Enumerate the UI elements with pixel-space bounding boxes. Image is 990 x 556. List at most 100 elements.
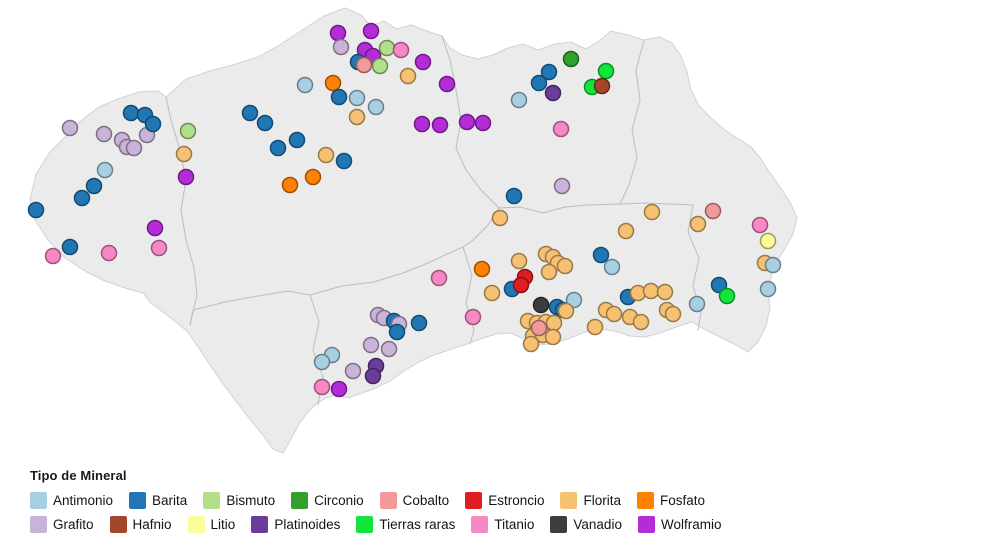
legend-item-estroncio[interactable]: Estroncio xyxy=(465,492,544,509)
mineral-dot-platinoides[interactable] xyxy=(364,367,382,385)
mineral-dot-antimonio[interactable] xyxy=(96,161,114,179)
mineral-dot-florita[interactable] xyxy=(317,146,335,164)
legend-item-cobalto[interactable]: Cobalto xyxy=(379,492,449,509)
mineral-dot-barita[interactable] xyxy=(388,323,406,341)
mineral-dot-wolframio[interactable] xyxy=(438,75,456,93)
mineral-dot-antimonio[interactable] xyxy=(367,98,385,116)
mineral-dot-titanio[interactable] xyxy=(100,244,118,262)
mineral-dot-wolframio[interactable] xyxy=(177,168,195,186)
legend-item-bismuto[interactable]: Bismuto xyxy=(203,492,275,509)
mineral-dot-antimonio[interactable] xyxy=(348,89,366,107)
mineral-dot-wolframio[interactable] xyxy=(413,115,431,133)
legend-item-florita[interactable]: Florita xyxy=(560,492,621,509)
legend-item-barita[interactable]: Barita xyxy=(129,492,187,509)
mineral-dot-grafito[interactable] xyxy=(332,38,350,56)
legend-item-antimonio[interactable]: Antimonio xyxy=(30,492,113,509)
mineral-dot-grafito[interactable] xyxy=(362,336,380,354)
legend-item-platinoides[interactable]: Platinoides xyxy=(251,516,340,533)
mineral-dot-barita[interactable] xyxy=(122,104,140,122)
mineral-dot-titanio[interactable] xyxy=(150,239,168,257)
mineral-dot-grafito[interactable] xyxy=(553,177,571,195)
legend-item-litio[interactable]: Litio xyxy=(187,516,235,533)
mineral-dot-wolframio[interactable] xyxy=(431,116,449,134)
mineral-dot-titanio[interactable] xyxy=(392,41,410,59)
legend-item-tierras-raras[interactable]: Tierras raras xyxy=(356,516,455,533)
mineral-dot-titanio[interactable] xyxy=(552,120,570,138)
mineral-dot-fosfato[interactable] xyxy=(304,168,322,186)
mineral-dot-wolframio[interactable] xyxy=(330,380,348,398)
mineral-dot-titanio[interactable] xyxy=(44,247,62,265)
mineral-dot-tierras-raras[interactable] xyxy=(718,287,736,305)
mineral-dot-hafnio[interactable] xyxy=(593,77,611,95)
mineral-dot-wolframio[interactable] xyxy=(329,24,347,42)
mineral-dot-barita[interactable] xyxy=(85,177,103,195)
mineral-dot-florita[interactable] xyxy=(544,328,562,346)
mineral-dot-barita[interactable] xyxy=(410,314,428,332)
mineral-dot-cobalto[interactable] xyxy=(530,319,548,337)
mineral-dot-vanadio[interactable] xyxy=(532,296,550,314)
mineral-dot-titanio[interactable] xyxy=(313,378,331,396)
mineral-dot-bismuto[interactable] xyxy=(179,122,197,140)
mineral-dot-barita[interactable] xyxy=(505,187,523,205)
mineral-dot-tierras-raras[interactable] xyxy=(597,62,615,80)
mineral-dot-wolframio[interactable] xyxy=(146,219,164,237)
mineral-dot-barita[interactable] xyxy=(144,115,162,133)
mineral-dot-barita[interactable] xyxy=(592,246,610,264)
mineral-dot-florita[interactable] xyxy=(642,282,660,300)
legend-item-fosfato[interactable]: Fosfato xyxy=(636,492,705,509)
mineral-dot-barita[interactable] xyxy=(73,189,91,207)
mineral-dot-grafito[interactable] xyxy=(61,119,79,137)
mineral-dot-florita[interactable] xyxy=(632,313,650,331)
mineral-dot-barita[interactable] xyxy=(288,131,306,149)
mineral-dot-florita[interactable] xyxy=(656,283,674,301)
mineral-dot-circonio[interactable] xyxy=(562,50,580,68)
mineral-dot-barita[interactable] xyxy=(61,238,79,256)
mineral-dot-florita[interactable] xyxy=(399,67,417,85)
mineral-dot-florita[interactable] xyxy=(643,203,661,221)
mineral-dot-antimonio[interactable] xyxy=(313,353,331,371)
legend-item-circonio[interactable]: Circonio xyxy=(291,492,364,509)
mineral-dot-wolframio[interactable] xyxy=(474,114,492,132)
mineral-dot-grafito[interactable] xyxy=(344,362,362,380)
mineral-dot-litio[interactable] xyxy=(759,232,777,250)
mineral-dot-wolframio[interactable] xyxy=(414,53,432,71)
mineral-dot-florita[interactable] xyxy=(556,257,574,275)
mineral-dot-titanio[interactable] xyxy=(464,308,482,326)
mineral-dot-wolframio[interactable] xyxy=(458,113,476,131)
mineral-dot-grafito[interactable] xyxy=(380,340,398,358)
mineral-dot-barita[interactable] xyxy=(330,88,348,106)
mineral-dot-barita[interactable] xyxy=(540,63,558,81)
mineral-dot-antimonio[interactable] xyxy=(764,256,782,274)
mineral-dot-grafito[interactable] xyxy=(125,139,143,157)
mineral-dot-florita[interactable] xyxy=(617,222,635,240)
mineral-dot-cobalto[interactable] xyxy=(355,56,373,74)
mineral-dot-cobalto[interactable] xyxy=(704,202,722,220)
legend-item-vanadio[interactable]: Vanadio xyxy=(550,516,622,533)
mineral-dot-barita[interactable] xyxy=(27,201,45,219)
mineral-dot-grafito[interactable] xyxy=(95,125,113,143)
mineral-dot-titanio[interactable] xyxy=(751,216,769,234)
mineral-dot-fosfato[interactable] xyxy=(473,260,491,278)
mineral-dot-platinoides[interactable] xyxy=(544,84,562,102)
mineral-dot-barita[interactable] xyxy=(269,139,287,157)
mineral-dot-florita[interactable] xyxy=(175,145,193,163)
mineral-dot-antimonio[interactable] xyxy=(510,91,528,109)
mineral-dot-antimonio[interactable] xyxy=(603,258,621,276)
legend-item-wolframio[interactable]: Wolframio xyxy=(637,516,721,533)
mineral-dot-barita[interactable] xyxy=(335,152,353,170)
mineral-dot-florita[interactable] xyxy=(483,284,501,302)
mineral-dot-florita[interactable] xyxy=(510,252,528,270)
mineral-dot-barita[interactable] xyxy=(241,104,259,122)
mineral-dot-florita[interactable] xyxy=(557,302,575,320)
mineral-dot-antimonio[interactable] xyxy=(296,76,314,94)
legend-item-hafnio[interactable]: Hafnio xyxy=(109,516,172,533)
mineral-dot-florita[interactable] xyxy=(540,263,558,281)
mineral-dot-titanio[interactable] xyxy=(430,269,448,287)
mineral-dot-florita[interactable] xyxy=(586,318,604,336)
mineral-dot-antimonio[interactable] xyxy=(565,291,583,309)
mineral-dot-barita[interactable] xyxy=(710,276,728,294)
mineral-dot-antimonio[interactable] xyxy=(759,280,777,298)
mineral-dot-florita[interactable] xyxy=(605,305,623,323)
mineral-dot-bismuto[interactable] xyxy=(371,57,389,75)
mineral-dot-wolframio[interactable] xyxy=(362,22,380,40)
